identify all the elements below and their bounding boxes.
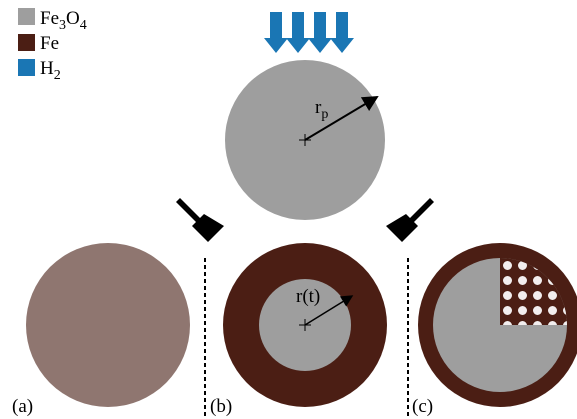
panel-label: (a) xyxy=(12,396,33,417)
text-part: 4 xyxy=(80,18,87,33)
particle-a xyxy=(26,243,190,407)
text-part: O xyxy=(66,8,80,29)
legend-label: Fe xyxy=(40,33,59,54)
radius-label: r(t) xyxy=(296,286,320,307)
text-part: H xyxy=(40,58,54,79)
text-part: Fe xyxy=(40,8,59,29)
branch-arrow xyxy=(176,198,224,242)
legend-swatch xyxy=(18,8,35,25)
h2-arrows xyxy=(264,12,354,53)
legend-label: H2 xyxy=(40,58,61,83)
text-part: Fe xyxy=(40,33,59,54)
text-part: p xyxy=(321,107,328,122)
diagram: Fe3O4 Fe H2 rp r(t) (a) (b) (c) xyxy=(0,0,577,419)
panel-label: (b) xyxy=(210,396,232,417)
legend-swatch xyxy=(18,34,35,51)
text-part: 3 xyxy=(59,18,66,33)
text-part: 2 xyxy=(54,68,61,83)
branch-arrow xyxy=(386,198,434,242)
legend-swatch xyxy=(18,59,35,76)
panel-label: (c) xyxy=(412,396,433,417)
legend-label: Fe3O4 xyxy=(40,8,87,33)
